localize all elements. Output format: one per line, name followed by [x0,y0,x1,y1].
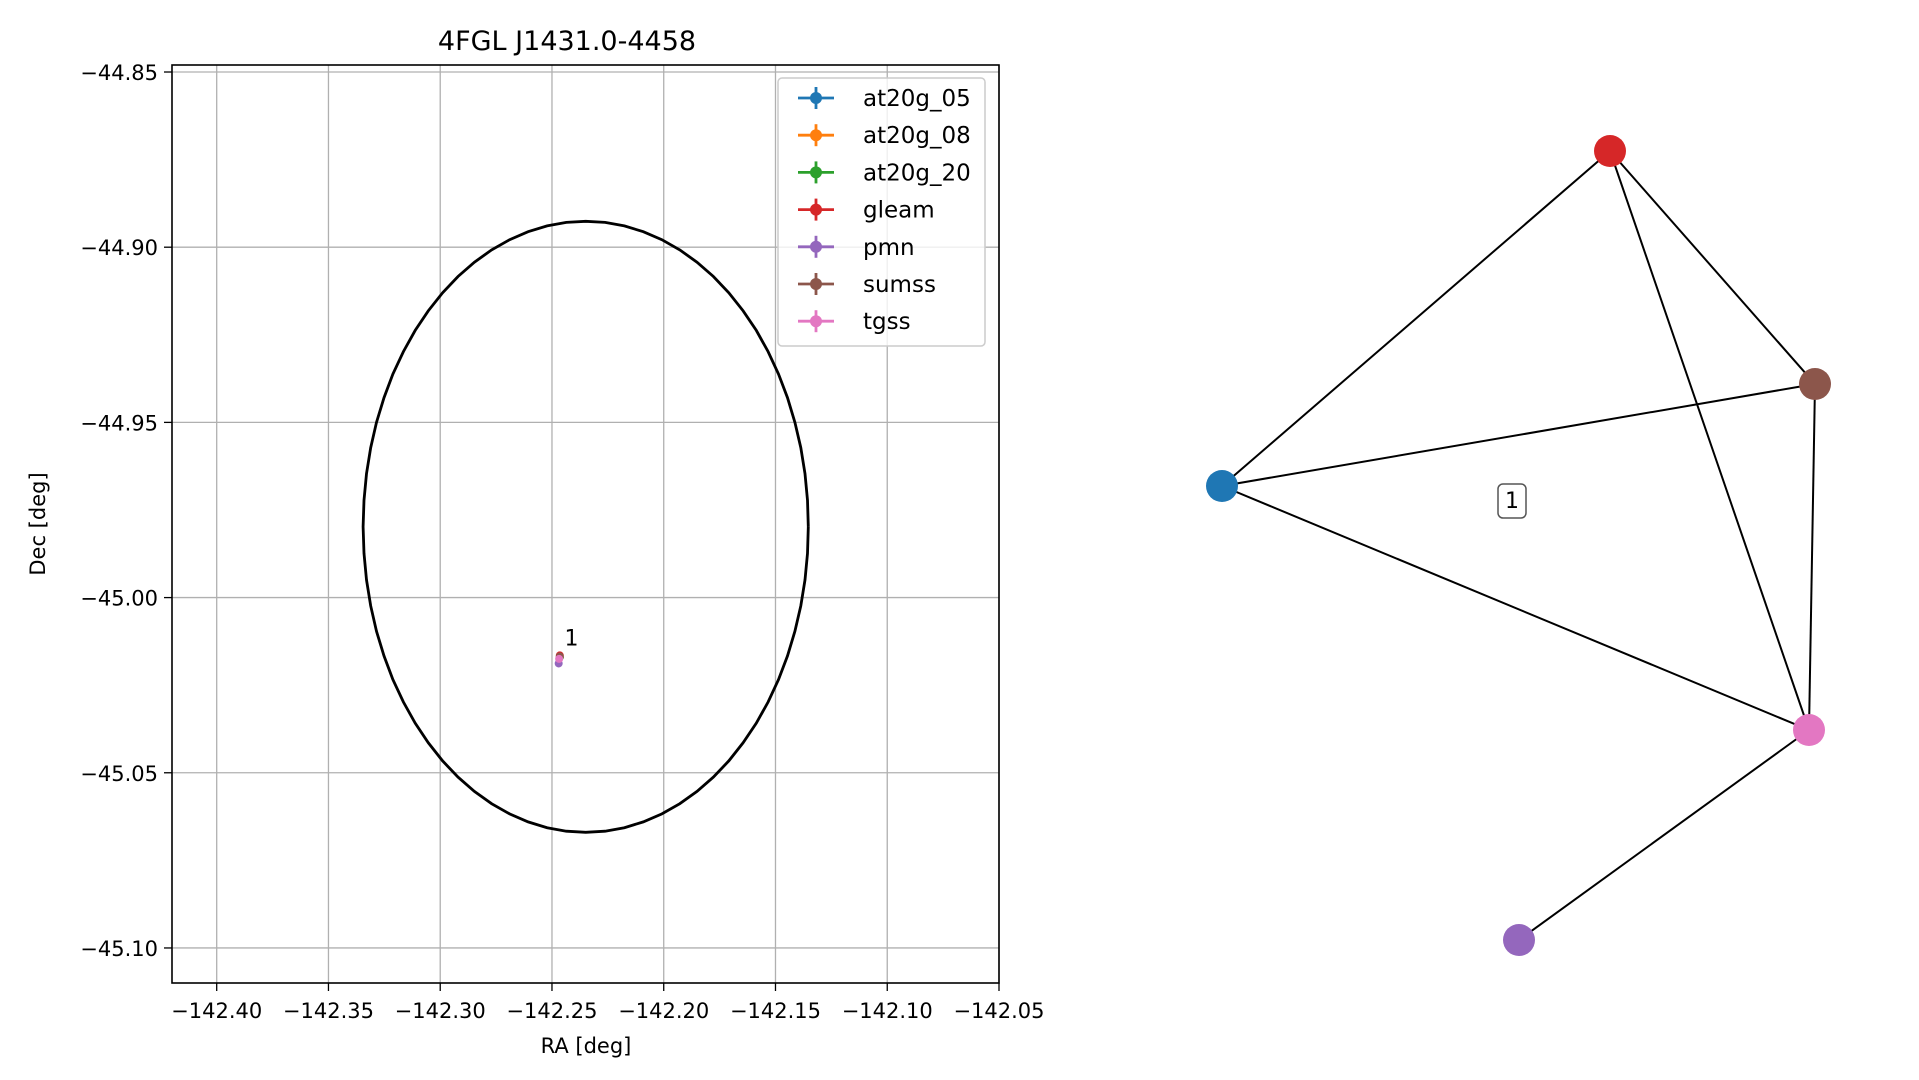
legend-item-at20g_20: at20g_20 [798,160,971,186]
y-tick-label: −45.10 [80,937,158,961]
graph-nodes [1206,135,1831,956]
legend-label: at20g_05 [863,86,971,112]
x-axis-label: RA [deg] [541,1034,632,1058]
node-sumss [1799,368,1831,400]
point-annotation: 1 [564,627,578,652]
edge-tgss-pmn [1518,729,1810,941]
legend-item-at20g_05: at20g_05 [798,86,971,112]
point-tgss [555,654,564,663]
data-points [554,651,564,668]
graph-edges [1221,150,1816,941]
legend-label: sumss [863,272,936,298]
edge-at20g-tgss [1221,485,1810,731]
localization-ellipse [361,219,810,834]
legend-item-sumss: sumss [798,272,936,298]
chart-title: 4FGL J1431.0-4458 [438,26,696,57]
legend-item-pmn: pmn [798,235,915,261]
grid-lines [172,65,1000,983]
x-tick-label: −142.15 [730,999,821,1023]
y-tick-label: −44.95 [80,411,158,435]
edge-gleam-tgss [1609,150,1810,731]
y-tick-label: −44.85 [80,61,158,85]
x-tick-label: −142.30 [395,999,486,1023]
x-axis-ticks: −142.40 −142.35 −142.30 −142.25 −142.20 −142.… [171,983,1045,1023]
annotations: 1 [564,627,578,652]
legend-item-gleam: gleam [798,198,935,224]
group-label-box [1497,483,1527,519]
group-label-text: 1 [1505,489,1519,514]
y-tick-label: −45.00 [80,587,158,611]
legend-label: tgss [863,309,911,335]
legend-label: pmn [863,235,915,261]
legend-item-tgss: tgss [798,309,911,335]
legend-label: gleam [863,198,935,224]
y-axis-label: Dec [deg] [26,472,50,575]
edge-at20g-sumss [1221,383,1816,487]
edge-sumss-tgss [1808,383,1816,731]
network-graph: 1 [1206,135,1831,956]
y-tick-label: −45.05 [80,762,158,786]
y-tick-label: −44.90 [80,236,158,260]
x-tick-label: −142.20 [618,999,709,1023]
node-gleam [1594,135,1626,167]
legend-box [777,77,986,347]
x-tick-label: −142.40 [171,999,262,1023]
node-tgss [1793,714,1825,746]
edge-gleam-sumss [1609,150,1816,385]
edge-at20g-gleam [1221,150,1611,487]
group-label: 1 [1497,483,1527,519]
localization-ellipse-path [361,219,810,834]
legend-label: at20g_20 [863,160,971,186]
x-tick-label: −142.10 [842,999,933,1023]
plot-frame [171,64,1000,984]
scatter-plot: 4FGL J1431.0-4458 1 −142.40 −142.35 −142.3… [26,26,1045,1058]
x-tick-label: −142.05 [953,999,1044,1023]
x-tick-label: −142.35 [283,999,374,1023]
legend-item-at20g_08: at20g_08 [798,123,971,149]
node-pmn [1503,924,1535,956]
y-axis-ticks: −44.85 −44.90 −44.95 −45.00 −45.05 −45.10 [80,61,172,961]
x-tick-label: −142.25 [506,999,597,1023]
legend-label: at20g_08 [863,123,971,149]
node-at20g [1206,470,1238,502]
